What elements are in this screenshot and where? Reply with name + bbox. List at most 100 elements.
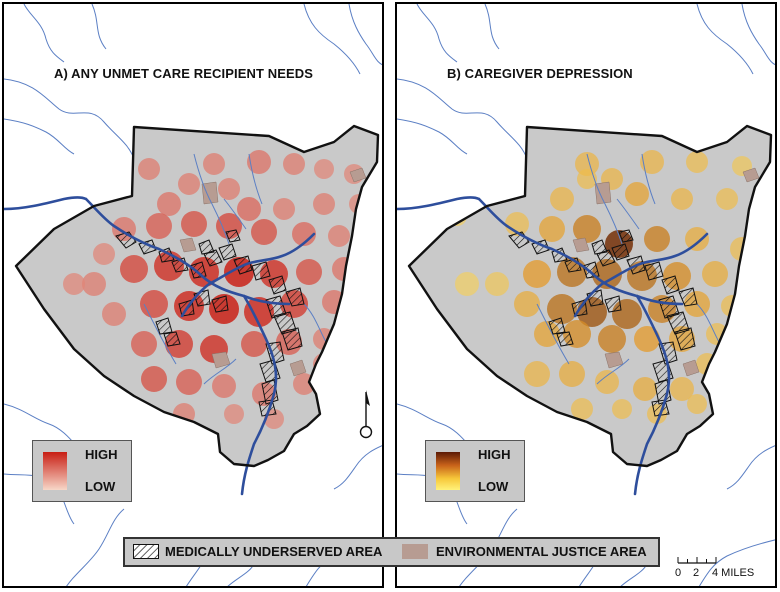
- stream-line: [586, 153, 623, 245]
- env-justice-area: [179, 237, 197, 253]
- hotspot-circle: [218, 178, 240, 200]
- underserved-area: [189, 261, 207, 279]
- env-justice-area: [742, 167, 760, 183]
- hotspot-circle: [237, 197, 261, 221]
- stream-line: [741, 4, 775, 66]
- hotspot-circle: [547, 294, 577, 324]
- stream-line: [333, 445, 382, 490]
- hotspot-circle: [181, 211, 207, 237]
- hotspot-circle: [212, 374, 236, 398]
- legend-env-justice-label: ENVIRONMENTAL JUSTICE AREA: [436, 544, 647, 559]
- hotspot-circle: [577, 169, 597, 189]
- scale-label-4: 4 MILES: [712, 567, 755, 579]
- hotspot-circle: [176, 369, 202, 395]
- underserved-area: [618, 229, 634, 243]
- river-line: [240, 294, 278, 496]
- env-justice-area: [201, 181, 219, 205]
- hotspot-circle: [485, 272, 509, 296]
- env-justice-area: [572, 237, 590, 253]
- stream-line: [726, 445, 775, 490]
- hotspot-circle: [102, 302, 126, 326]
- hotspot-circle: [741, 248, 763, 270]
- hotspot-circle: [670, 377, 694, 401]
- river-line: [477, 197, 684, 306]
- hotspot-circle: [224, 404, 244, 424]
- map-panel-depression: B) CAREGIVER DEPRESSION HIGH LOW: [395, 2, 777, 588]
- stream-line: [223, 198, 247, 230]
- hotspot-circle: [612, 399, 632, 419]
- hotspot-circle: [328, 225, 350, 247]
- stream-line: [4, 78, 135, 160]
- underserved-area: [604, 295, 622, 313]
- stream-line: [227, 563, 255, 586]
- underserved-area: [198, 239, 215, 255]
- heat-legend-a: HIGH LOW: [32, 440, 132, 502]
- hotspot-circle: [203, 153, 225, 175]
- hotspot-circle: [633, 377, 657, 401]
- stream-line: [616, 198, 640, 230]
- underserved-area: [661, 275, 680, 295]
- legend-low-label-b: LOW: [478, 479, 509, 494]
- river-line: [4, 196, 88, 211]
- underserved-area: [644, 261, 664, 281]
- scale-label-0: 0: [675, 567, 682, 579]
- stream-line: [397, 118, 468, 155]
- stream-line: [203, 358, 237, 385]
- stream-line: [536, 303, 570, 365]
- hotspot-circle: [685, 227, 709, 251]
- hotspot-circle: [146, 213, 172, 239]
- underserved-area: [211, 295, 229, 313]
- underserved-area: [225, 229, 241, 243]
- env-justice-area: [682, 359, 700, 377]
- hotspot-circle: [634, 326, 660, 352]
- hotspot-circle: [702, 261, 728, 287]
- hotspot-circle: [559, 361, 585, 387]
- hotspot-circle: [244, 297, 274, 327]
- hotspot-circle: [625, 182, 649, 206]
- hotspot-circle: [292, 222, 316, 246]
- stream-line: [696, 303, 720, 343]
- legend-high-label-a: HIGH: [85, 447, 118, 462]
- hotspot-circle: [82, 272, 106, 296]
- underserved-area: [218, 243, 237, 261]
- hotspot-circle: [296, 259, 322, 285]
- scale-bar: 0 2 4 MILES: [672, 555, 772, 585]
- hotspot-circle: [524, 361, 550, 387]
- hotspot-circle: [671, 188, 693, 210]
- stream-line: [143, 303, 177, 365]
- underserved-area: [611, 243, 630, 261]
- hotspot-circle: [598, 325, 626, 353]
- hotspot-circle: [592, 259, 622, 289]
- stream-line: [4, 118, 75, 155]
- hotspot-circle: [640, 150, 664, 174]
- hotspot-circle: [687, 394, 707, 414]
- map-legend: MEDICALLY UNDERSERVED AREA ENVIRONMENTAL…: [123, 537, 660, 567]
- stream-line: [303, 303, 327, 343]
- hotspot-circle: [93, 243, 115, 265]
- heat-legend-b: HIGH LOW: [425, 440, 525, 502]
- panel-title-a: A) ANY UNMET CARE RECIPIENT NEEDS: [54, 66, 313, 81]
- river-line: [84, 197, 291, 306]
- legend-low-label-a: LOW: [85, 479, 116, 494]
- env-justice-swatch-icon: [402, 544, 428, 559]
- north-arrow-icon: [359, 390, 373, 439]
- hotspot-circle: [595, 370, 619, 394]
- legend-underserved-label: MEDICALLY UNDERSERVED AREA: [165, 544, 383, 559]
- hotspot-circle: [141, 366, 167, 392]
- stream-line: [641, 153, 656, 205]
- map-panel-unmet-needs: A) ANY UNMET CARE RECIPIENT NEEDS HIGH L…: [2, 2, 384, 588]
- map-canvas-a: [4, 4, 382, 586]
- stream-line: [248, 153, 263, 205]
- county-outline: [407, 124, 773, 468]
- hotspot-circle: [644, 226, 670, 252]
- underserved-area: [556, 331, 574, 347]
- hotspot-circle: [550, 187, 574, 211]
- hotspot-circle: [523, 260, 551, 288]
- underserved-area: [548, 317, 566, 335]
- map-canvas-b: [397, 4, 775, 586]
- stream-line: [696, 4, 754, 75]
- river-line: [397, 196, 481, 211]
- scale-label-2: 2: [693, 567, 700, 579]
- hotspot-circle: [575, 152, 599, 176]
- underserved-area: [268, 275, 287, 295]
